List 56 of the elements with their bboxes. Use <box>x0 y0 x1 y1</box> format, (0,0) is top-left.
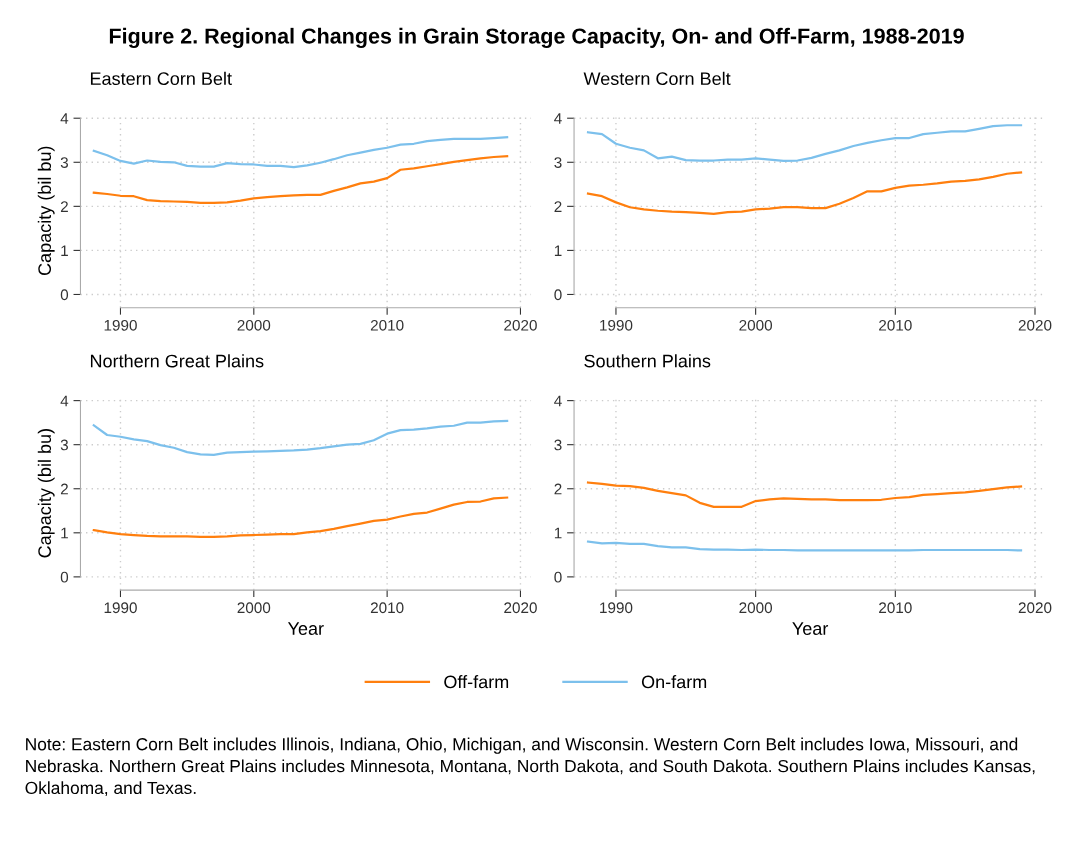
y-axis-title: Capacity (bil bu) <box>37 429 55 558</box>
chart-title: Southern Plains <box>584 354 711 368</box>
y-tick-label: 4 <box>554 395 562 407</box>
y-tick-label: 1 <box>554 245 562 256</box>
y-tick-label: 1 <box>61 527 68 539</box>
line-series <box>92 136 509 169</box>
y-tick-label: 2 <box>554 201 562 212</box>
y-tick-label: 4 <box>554 113 562 124</box>
y-tick-label: 0 <box>60 289 69 301</box>
x-tick-label: 2010 <box>370 602 404 614</box>
chart-title: Eastern Corn Belt <box>90 71 232 86</box>
line-series <box>586 171 1023 215</box>
legend-label: Off-farm <box>444 675 509 689</box>
x-tick-label: 2000 <box>237 602 271 614</box>
line-series <box>586 481 1023 508</box>
line-series <box>92 496 509 538</box>
y-tick-label: 2 <box>60 201 68 212</box>
x-tick-label: 2010 <box>879 319 912 331</box>
x-tick-label: 1990 <box>600 319 633 331</box>
y-tick-label: 1 <box>554 527 562 539</box>
y-tick-label: 2 <box>554 483 562 495</box>
y-tick-label: 0 <box>60 571 69 583</box>
x-tick-label: 2010 <box>370 319 404 331</box>
y-tick-label: 3 <box>60 439 68 451</box>
chart-title: Western Corn Belt <box>583 71 731 86</box>
line-series <box>92 419 509 456</box>
line-series <box>586 124 1023 163</box>
y-tick-label: 3 <box>554 439 562 451</box>
x-tick-label: 1990 <box>600 602 633 614</box>
line-series <box>92 155 509 204</box>
x-axis-title: Year <box>792 622 829 635</box>
x-tick-label: 2010 <box>879 602 912 614</box>
legend-label: On-farm <box>641 675 707 689</box>
x-tick-label: 2020 <box>1018 602 1052 614</box>
y-tick-label: 4 <box>60 113 69 124</box>
y-tick-label: 3 <box>554 157 562 168</box>
y-axis-title: Capacity (bil bu) <box>37 146 55 276</box>
line-series <box>586 540 1023 552</box>
chart-title: Northern Great Plains <box>90 354 264 368</box>
y-tick-label: 2 <box>60 483 68 495</box>
y-tick-label: 3 <box>60 157 68 168</box>
x-tick-label: 2020 <box>504 319 537 331</box>
x-axis-title: Year <box>287 622 324 635</box>
x-tick-label: 2000 <box>237 319 271 331</box>
x-tick-label: 2020 <box>1018 319 1052 331</box>
x-tick-label: 1990 <box>104 319 137 331</box>
text: Figure 2. Regional Changes in Grain Storage Capacity, On- and Off-Farm, 1988-2019 <box>109 27 964 49</box>
y-tick-label: 4 <box>60 395 69 407</box>
text: Note: Eastern Corn Belt includes Illinois, Indiana, Ohio, Michigan, and Wisconsin. Western Corn Belt includes Iowa, Missouri, and Nebraska. Northern Great Plains includes Minnesota, Montana, North Dakota, and South Dakota. Southern Plains includes Kansas, Oklahoma, and Texas. <box>25 737 1035 797</box>
y-tick-label: 0 <box>554 571 562 583</box>
x-tick-label: 1990 <box>104 602 137 614</box>
y-tick-label: 1 <box>61 245 68 256</box>
y-tick-label: 0 <box>554 289 562 301</box>
x-tick-label: 2000 <box>739 319 773 331</box>
x-tick-label: 2020 <box>504 602 537 614</box>
x-tick-label: 2000 <box>739 602 773 614</box>
